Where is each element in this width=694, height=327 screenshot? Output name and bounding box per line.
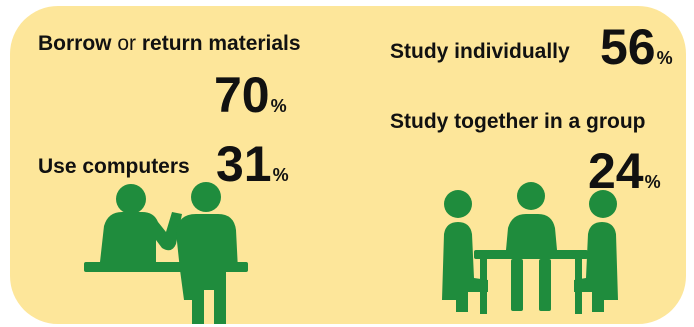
label-borrow-part2: or: [111, 32, 142, 55]
value-individual-unit: %: [656, 48, 673, 68]
value-borrow: 70%: [214, 70, 287, 120]
value-individual: 56%: [600, 22, 673, 72]
label-individual: Study individually: [390, 40, 570, 63]
value-computers-number: 31: [216, 136, 272, 192]
label-group: Study together in a group: [390, 110, 646, 133]
label-borrow-part3: return materials: [141, 32, 301, 55]
value-group-number: 24: [588, 143, 644, 199]
value-computers-unit: %: [272, 165, 289, 185]
label-borrow: Borrow or return materials: [38, 32, 301, 56]
value-computers: 31%: [216, 139, 289, 189]
value-group-unit: %: [644, 172, 661, 192]
label-borrow-part1: Borrow: [38, 32, 112, 55]
label-computers: Use computers: [38, 155, 190, 178]
value-individual-number: 56: [600, 19, 656, 75]
value-group: 24%: [588, 146, 661, 196]
value-borrow-number: 70: [214, 67, 270, 123]
value-borrow-unit: %: [270, 96, 287, 116]
